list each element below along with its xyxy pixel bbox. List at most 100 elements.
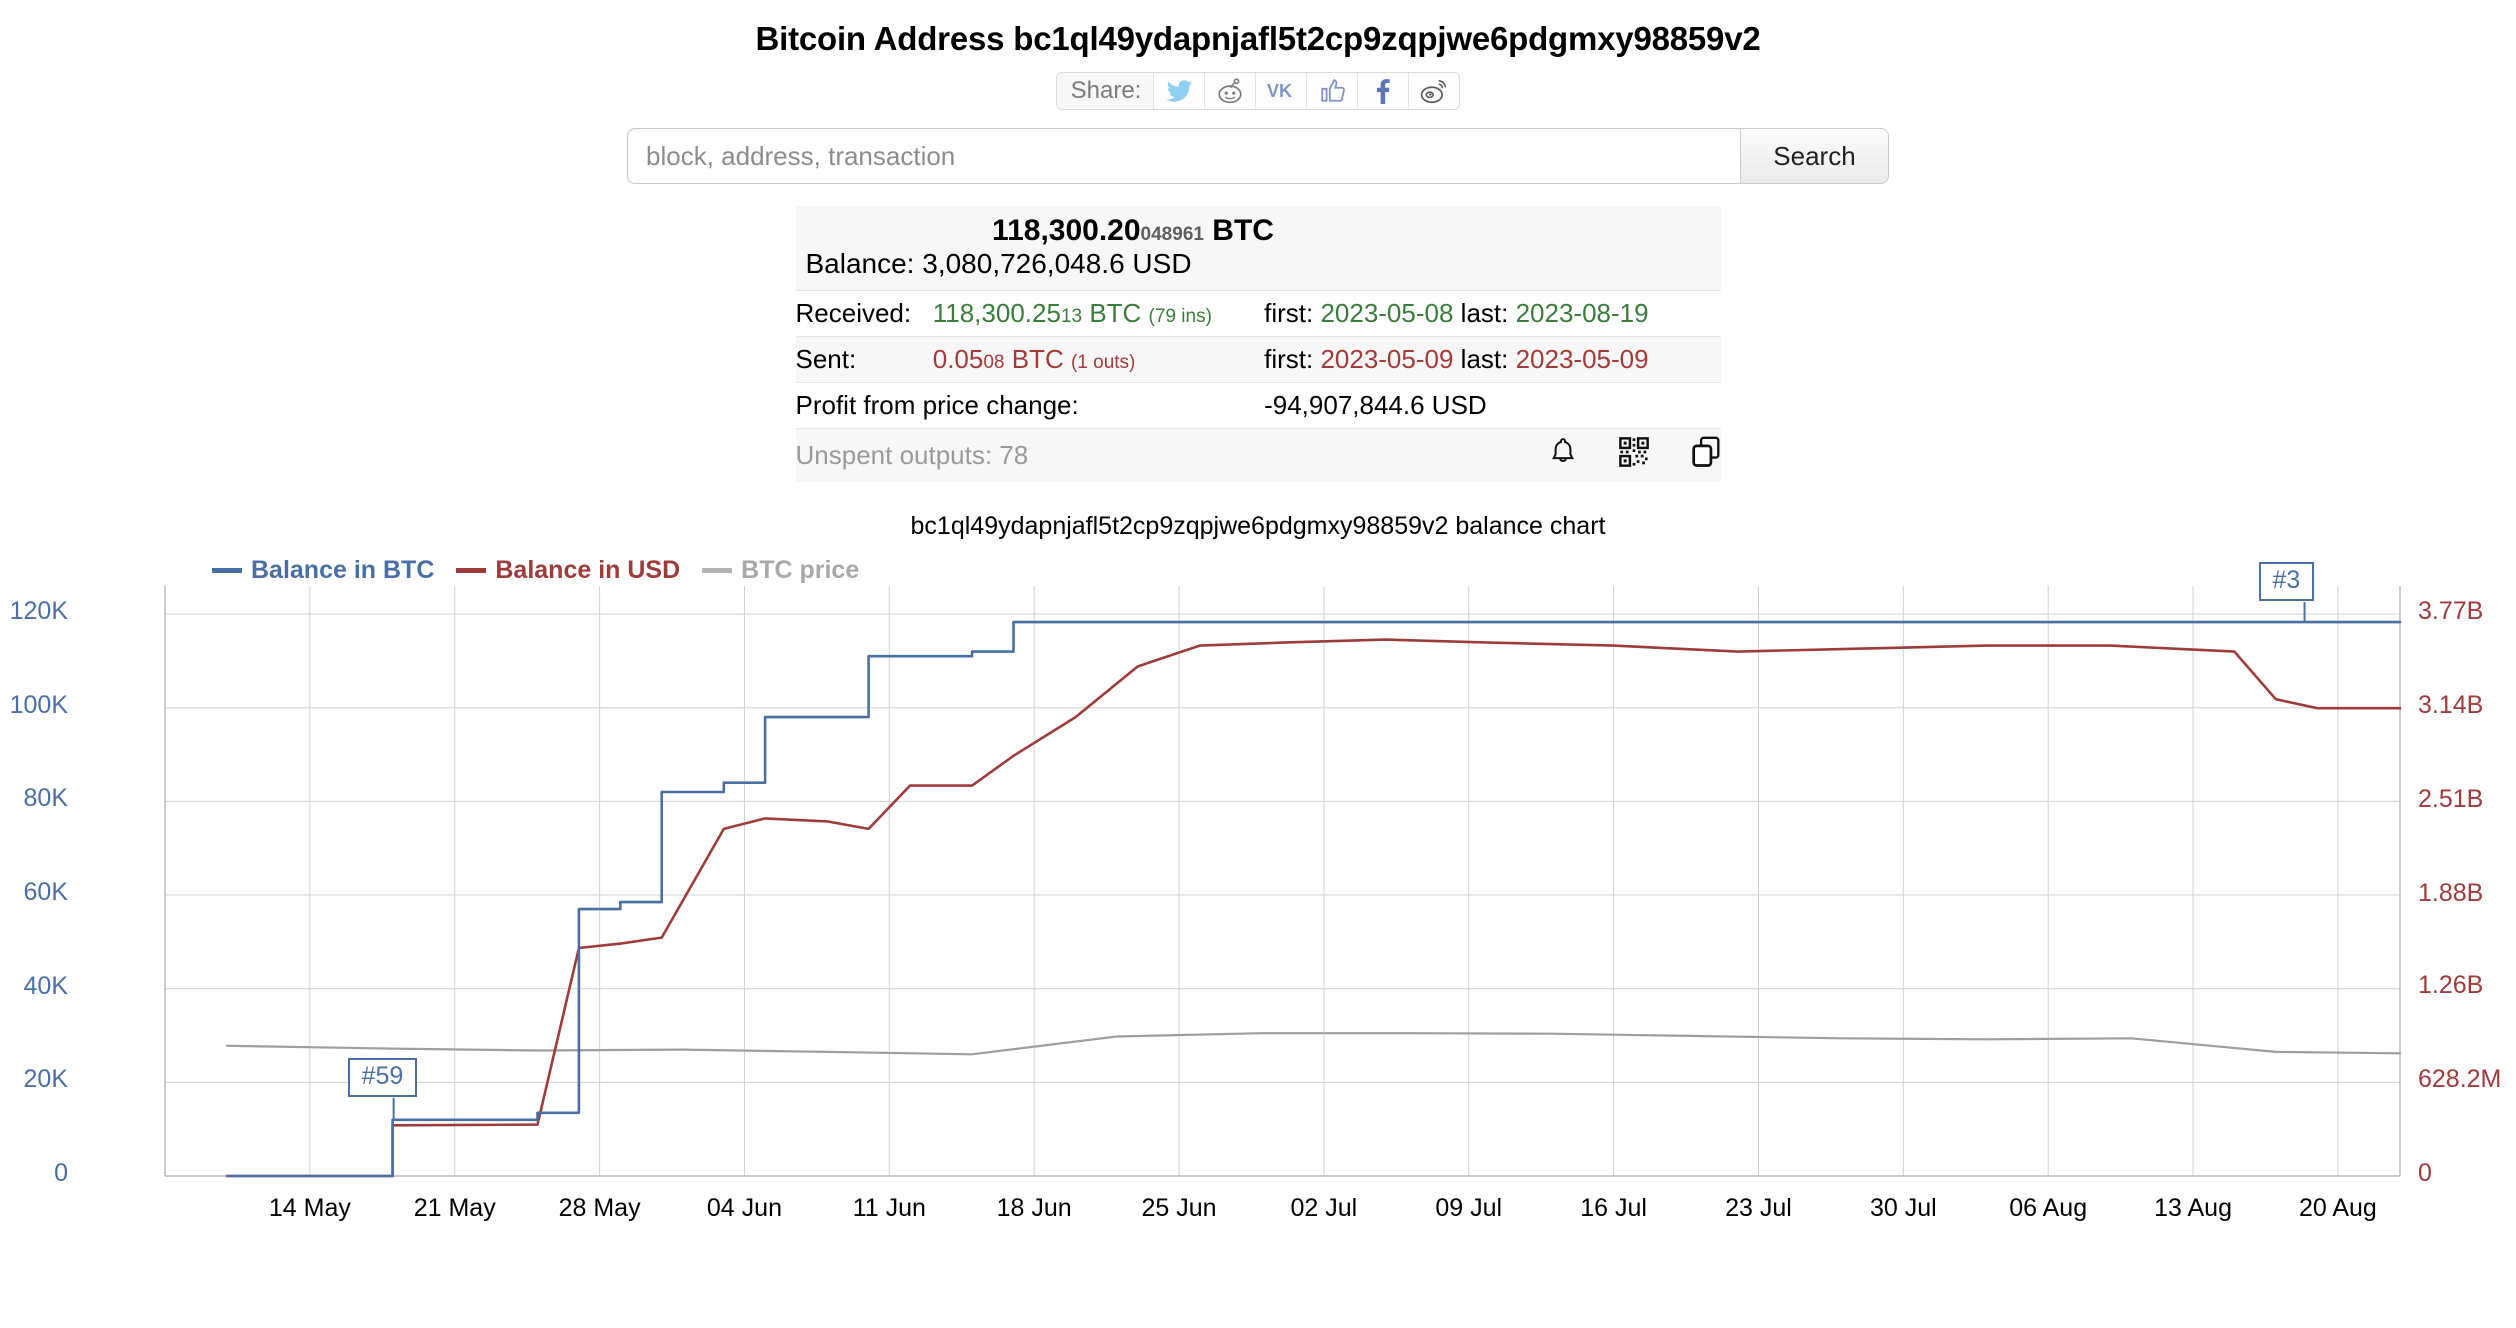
chart-annotation-n3[interactable]: #3 (2258, 562, 2315, 602)
weibo-share-icon[interactable] (1408, 73, 1460, 109)
legend-swatch-balance-btc (212, 568, 242, 573)
received-sub: 13 (1060, 306, 1083, 327)
y-axis-left-tick: 40K (23, 971, 68, 1000)
x-axis-tick: 20 Aug (2298, 1194, 2377, 1222)
received-first-date: 2023-05-08 (1320, 298, 1454, 328)
x-axis-tick: 13 Aug (2154, 1194, 2232, 1222)
legend-item-balance-usd[interactable]: Balance in USD (456, 556, 680, 585)
twitter-share-icon[interactable] (1153, 73, 1205, 109)
sent-count: (1 outs) (1070, 352, 1136, 373)
unspent-outputs-label: Unspent outputs: 78 (795, 428, 1265, 482)
y-axis-left-tick: 100K (9, 690, 68, 719)
received-last-date: 2023-08-19 (1515, 298, 1649, 328)
x-axis-tick: 21 May (413, 1194, 496, 1222)
address-summary: 118,300.20048961 BTC Balance: 3,080,726,… (0, 206, 2516, 482)
search-button[interactable]: Search (1740, 129, 1888, 183)
x-axis-tick: 16 Jul (1580, 1194, 1647, 1222)
received-label: Received: (795, 298, 912, 328)
y-axis-right-tick: 1.26B (2418, 971, 2484, 1000)
balance-row: 118,300.20048961 BTC Balance: 3,080,726,… (795, 206, 1721, 291)
search-bar: Search (627, 128, 1889, 184)
sent-main: 0.05 (932, 344, 984, 374)
chart-plot-svg (164, 586, 2402, 1178)
received-main: 118,300.25 (932, 298, 1061, 328)
search-input[interactable] (628, 129, 1740, 183)
facebook-share-icon[interactable] (1357, 73, 1409, 109)
legend-swatch-btc-price (702, 568, 733, 573)
x-axis-tick: 02 Jul (1290, 1194, 1358, 1222)
balance-btc-main: 118,300.20 (992, 214, 1141, 247)
balance-btc: 118,300.20048961 BTC (796, 214, 1721, 248)
legend-swatch-balance-usd (456, 568, 487, 573)
x-axis-tick: 04 Jun (706, 1194, 782, 1222)
y-axis-right-tick: 628.2M (2418, 1065, 2502, 1094)
y-axis-right-tick: 2.51B (2418, 785, 2484, 814)
sent-last-label: last: (1460, 344, 1509, 374)
legend-item-btc-price[interactable]: BTC price (702, 556, 859, 585)
balance-chart: Balance in BTC Balance in USD BTC price … (0, 551, 2516, 1251)
legend-label-balance-btc: Balance in BTC (251, 556, 435, 584)
chart-title: bc1ql49ydapnjafl5t2cp9zqpjwe6pdgmxy98859… (910, 512, 1606, 540)
search-row: Search (0, 128, 2516, 184)
y-axis-left-tick: 80K (23, 784, 68, 813)
x-axis-tick: 23 Jul (1725, 1194, 1792, 1222)
received-last-label: last: (1460, 298, 1509, 328)
profit-row: Profit from price change: -94,907,844.6 … (795, 382, 1721, 429)
share-row: Share: VK (0, 72, 2516, 110)
thumbsup-share-icon[interactable] (1306, 73, 1358, 109)
bell-notification-icon[interactable] (1548, 436, 1578, 475)
received-amount: 118,300.2513 BTC (79 ins) (933, 291, 1264, 337)
x-axis-tick: 30 Jul (1869, 1194, 1937, 1222)
x-axis-tick: 18 Jun (996, 1194, 1072, 1222)
sent-last-date: 2023-05-09 (1515, 344, 1649, 374)
sent-unit: BTC (1011, 344, 1064, 374)
y-axis-right-tick: 3.77B (2418, 597, 2484, 626)
chart-annotation-n59[interactable]: #59 (347, 1057, 418, 1097)
sent-amount: 0.0508 BTC (1 outs) (932, 336, 1265, 383)
chart-legend: Balance in BTC Balance in USD BTC price (212, 556, 881, 585)
address-summary-table: 118,300.20048961 BTC Balance: 3,080,726,… (795, 206, 1721, 482)
svg-text:VK: VK (1267, 81, 1292, 101)
legend-label-btc-price: BTC price (741, 556, 860, 584)
sent-first-date: 2023-05-09 (1320, 344, 1454, 374)
y-axis-right-tick: 0 (2418, 1159, 2432, 1187)
sent-sub: 08 (983, 352, 1005, 373)
y-axis-right-tick: 3.14B (2418, 691, 2484, 720)
sent-row: Sent: 0.0508 BTC (1 outs) first: 2023-05… (795, 336, 1721, 383)
sent-dates: first: 2023-05-09 last: 2023-05-09 (1264, 336, 1721, 383)
profit-value: -94,907,844.6 USD (1264, 390, 1487, 420)
legend-item-balance-btc[interactable]: Balance in BTC (212, 556, 434, 585)
page-title: Bitcoin Address bc1ql49ydapnjafl5t2cp9zq… (755, 20, 1761, 57)
balance-btc-unit: BTC (1212, 214, 1274, 247)
x-axis-tick: 28 May (558, 1194, 641, 1222)
balance-usd: Balance: 3,080,726,048.6 USD (805, 248, 1192, 279)
received-row: Received: 118,300.2513 BTC (79 ins) firs… (795, 290, 1721, 337)
received-dates: first: 2023-05-08 last: 2023-08-19 (1264, 291, 1720, 337)
share-label: Share: (1070, 77, 1142, 104)
y-axis-left-tick: 120K (9, 597, 68, 626)
x-axis-tick: 09 Jul (1435, 1194, 1503, 1222)
qr-code-icon[interactable] (1619, 437, 1650, 474)
balance-btc-sub: 048961 (1140, 224, 1204, 245)
y-axis-left-tick: 20K (23, 1065, 68, 1094)
received-first-label: first: (1264, 298, 1314, 328)
x-axis-tick: 11 Jun (852, 1194, 926, 1222)
received-count: (79 ins) (1148, 306, 1212, 327)
y-axis-left-tick: 0 (54, 1159, 68, 1187)
unspent-row: Unspent outputs: 78 (795, 428, 1721, 482)
vk-share-icon[interactable]: VK (1255, 73, 1307, 109)
legend-label-balance-usd: Balance in USD (495, 556, 681, 584)
reddit-share-icon[interactable] (1204, 73, 1256, 109)
y-axis-right-tick: 1.88B (2418, 878, 2484, 907)
share-box: Share: VK (1055, 72, 1461, 110)
sent-label: Sent: (795, 336, 933, 383)
x-axis-tick: 25 Jun (1141, 1194, 1217, 1222)
copy-icon[interactable] (1691, 436, 1721, 475)
received-unit: BTC (1089, 298, 1142, 328)
sent-first-label: first: (1264, 344, 1314, 374)
profit-label: Profit from price change: (795, 390, 1079, 420)
x-axis-tick: 14 May (268, 1194, 351, 1222)
x-axis-tick: 06 Aug (2009, 1194, 2088, 1222)
y-axis-left-tick: 60K (23, 878, 68, 907)
